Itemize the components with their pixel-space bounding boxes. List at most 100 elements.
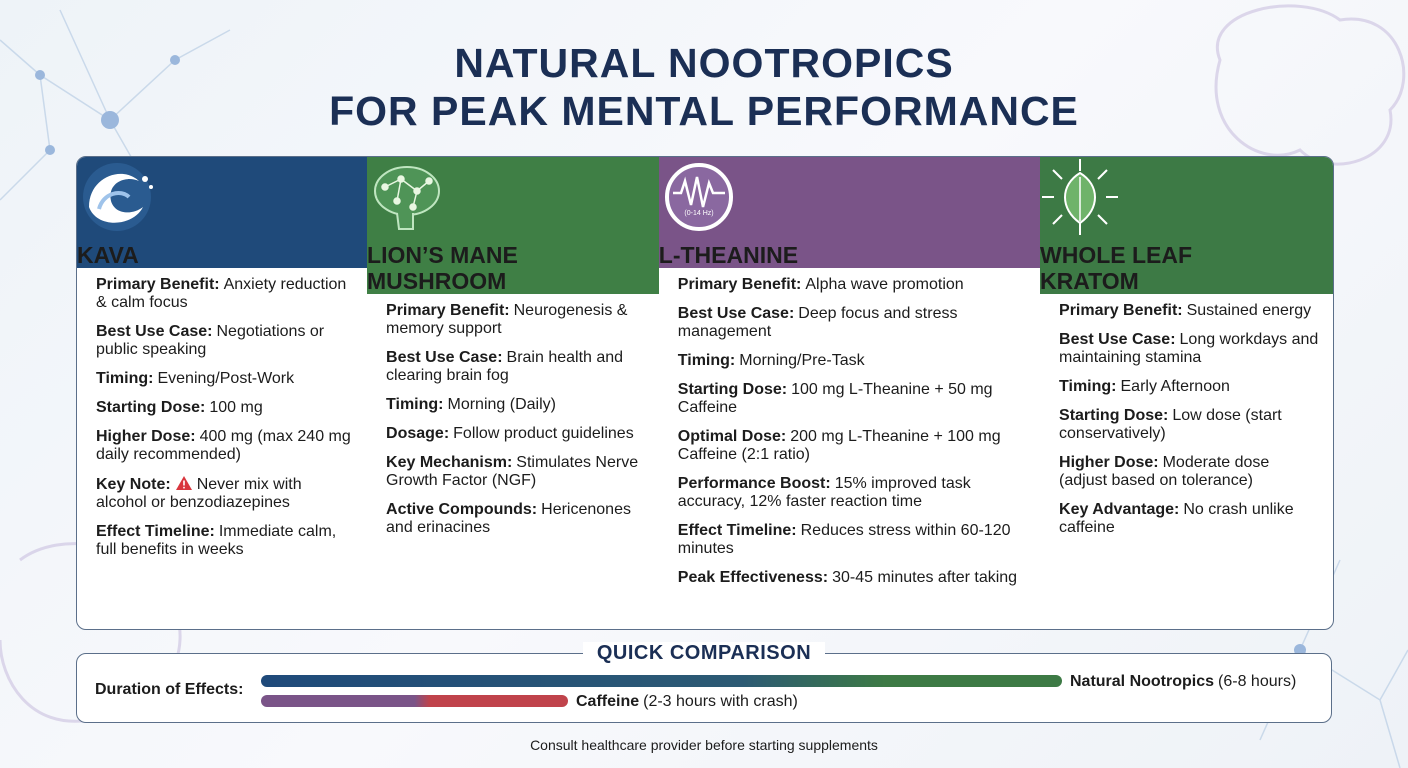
- warning-icon: [175, 476, 192, 490]
- detail-row: Timing: Morning/Pre-Task: [678, 352, 1026, 370]
- detail-row: Higher Dose: Moderate dose (adjust based …: [1059, 454, 1319, 490]
- card-body: Primary Benefit: Anxiety reduction & calm…: [77, 268, 367, 559]
- detail-row: Primary Benefit: Neurogenesis & memory su…: [386, 302, 645, 338]
- card-header: KAVA: [77, 157, 368, 268]
- title-line: NATURAL NOOTROPICS: [454, 40, 954, 86]
- card-name: L-THEANINE: [658, 242, 799, 268]
- card-header: WHOLE LEAF KRATOM: [1040, 157, 1333, 294]
- detail-row: Primary Benefit: Alpha wave promotion: [678, 276, 1026, 294]
- detail-row: Primary Benefit: Anxiety reduction & calm…: [96, 276, 353, 312]
- detail-label: Optimal Dose:: [677, 428, 787, 445]
- bar-detail: (6-8 hours): [1218, 673, 1297, 690]
- detail-text: Morning (Daily): [447, 396, 556, 413]
- detail-label: Starting Dose:: [96, 399, 206, 416]
- icon-text: (0-14 Hz): [684, 210, 713, 217]
- detail-label: Best Use Case:: [677, 305, 795, 322]
- card-icon: [83, 163, 153, 231]
- detail-row: Key Note: Never mix with alcohol or benzo…: [96, 475, 353, 512]
- duration-bar: [261, 675, 1062, 687]
- card: WHOLE LEAF KRATOM Primary Benefit: Sustain…: [1040, 157, 1333, 629]
- card-name: KAVA: [77, 242, 139, 268]
- detail-label: Primary Benefit:: [677, 276, 802, 293]
- card-name: LION’S MANE MUSHROOM: [367, 242, 518, 294]
- detail-row: Best Use Case: Long workdays and maintain…: [1059, 331, 1319, 367]
- comparison-box: QUICK COMPARISON Duration of Effects: Na…: [76, 642, 1332, 723]
- detail-text: Long workdays and maintaining stamina: [1059, 331, 1319, 366]
- comparison-title-wrap: QUICK COMPARISON: [77, 642, 1331, 665]
- detail-label: Best Use Case:: [96, 323, 213, 340]
- detail-label: Active Compounds:: [386, 501, 538, 518]
- bar-label: Caffeine (2-3 hours with crash): [576, 693, 798, 711]
- detail-text: Negotiations or public speaking: [96, 323, 325, 358]
- detail-row: Timing: Early Afternoon: [1059, 378, 1319, 396]
- detail-label: Timing:: [96, 370, 154, 387]
- detail-row: Key Mechanism: Stimulates Nerve Growth Fa…: [386, 454, 645, 490]
- card-icon: [374, 166, 441, 230]
- detail-label: Starting Dose:: [1059, 407, 1169, 424]
- detail-row: Timing: Evening/Post-Work: [96, 370, 353, 388]
- detail-label: Primary Benefit:: [386, 302, 510, 319]
- detail-row: Best Use Case: Negotiations or public spe…: [96, 323, 353, 359]
- detail-row: Primary Benefit: Sustained energy: [1059, 302, 1319, 320]
- bar-name: Natural Nootropics: [1070, 673, 1215, 690]
- comparison-title: QUICK COMPARISON: [582, 642, 826, 664]
- card-body: Primary Benefit: Alpha wave promotion Best…: [659, 268, 1040, 587]
- detail-label: Best Use Case:: [1059, 331, 1176, 348]
- detail-label: Performance Boost:: [677, 475, 831, 492]
- detail-text: 100 mg L-Theanine + 50 mg Caffeine: [677, 381, 993, 416]
- card-header: LION’S MANE MUSHROOM: [367, 157, 659, 294]
- card-body: Primary Benefit: Neurogenesis & memory su…: [367, 294, 659, 537]
- detail-text: Stimulates Nerve Growth Factor (NGF): [386, 454, 639, 489]
- footer-note: Consult healthcare provider before start…: [530, 737, 878, 753]
- detail-text: Alpha wave promotion: [805, 276, 964, 293]
- detail-text: Hericenones and erinacines: [386, 501, 631, 536]
- detail-text: Immediate calm, full benefits in weeks: [96, 523, 337, 558]
- detail-row: Best Use Case: Brain health and clearing …: [386, 349, 645, 385]
- card-icon: [1042, 159, 1119, 235]
- card: LION’S MANE MUSHROOM Primary Benefit: Neur…: [367, 157, 659, 629]
- detail-text: Brain health and clearing brain fog: [386, 349, 624, 384]
- card-header: (0-14 Hz) L-THEANINE: [658, 157, 1041, 268]
- title-line: FOR PEAK MENTAL PERFORMANCE: [329, 88, 1079, 134]
- detail-text: Morning/Pre-Task: [739, 352, 865, 369]
- bar-label: Natural Nootropics (6-8 hours): [1070, 673, 1296, 691]
- detail-row: Key Advantage: No crash unlike caffeine: [1059, 501, 1319, 537]
- detail-row: Best Use Case: Deep focus and stress mana…: [678, 305, 1026, 341]
- detail-label: Dosage:: [386, 425, 450, 442]
- detail-text: 200 mg L-Theanine + 100 mg Caffeine (2:1…: [677, 428, 1001, 463]
- detail-label: Effect Timeline:: [677, 522, 797, 539]
- bar-name: Caffeine: [576, 693, 640, 710]
- detail-label: Primary Benefit:: [96, 276, 220, 293]
- detail-label: Timing:: [677, 352, 736, 369]
- detail-label: Peak Effectiveness:: [677, 569, 829, 586]
- card-body: Primary Benefit: Sustained energy Best Use…: [1040, 294, 1333, 537]
- detail-text: Follow product guidelines: [453, 425, 634, 442]
- detail-row: Starting Dose: 100 mg: [96, 399, 353, 417]
- detail-row: Higher Dose: 400 mg (max 240 mg daily rec…: [96, 428, 353, 464]
- detail-text: 100 mg: [209, 399, 263, 416]
- detail-row: Optimal Dose: 200 mg L-Theanine + 100 mg …: [678, 428, 1026, 464]
- cards-table: KAVA Primary Benefit: Anxiety reduction & …: [76, 156, 1334, 630]
- detail-text: 30-45 minutes after taking: [832, 569, 1018, 586]
- detail-row: Peak Effectiveness: 30-45 minutes after t…: [678, 569, 1026, 587]
- detail-text: Reduces stress within 60-120 minutes: [677, 522, 1011, 557]
- card: (0-14 Hz) L-THEANINE Primary Benefit: Alpha…: [658, 157, 1041, 629]
- card-icon: (0-14 Hz): [664, 163, 733, 231]
- detail-row: Active Compounds: Hericenones and erinaci…: [386, 501, 645, 537]
- detail-text: 15% improved task accuracy, 12% faster r…: [677, 475, 971, 510]
- detail-text: 400 mg (max 240 mg daily recommended): [96, 428, 351, 463]
- detail-label: Higher Dose:: [96, 428, 196, 445]
- detail-row: Starting Dose: 100 mg L-Theanine + 50 mg …: [678, 381, 1026, 417]
- card: KAVA Primary Benefit: Anxiety reduction & …: [77, 157, 368, 629]
- detail-row: Dosage: Follow product guidelines: [386, 425, 645, 443]
- detail-text: Deep focus and stress management: [677, 305, 958, 340]
- detail-text: Sustained energy: [1186, 302, 1312, 319]
- detail-text: Anxiety reduction & calm focus: [96, 276, 347, 311]
- detail-row: Starting Dose: Low dose (start conservati…: [1059, 407, 1319, 443]
- detail-text: Early Afternoon: [1120, 378, 1230, 395]
- detail-row: Timing: Morning (Daily): [386, 396, 645, 414]
- detail-text: Low dose (start conservatively): [1059, 407, 1282, 442]
- detail-row: Effect Timeline: Reduces stress within 60…: [678, 522, 1026, 558]
- detail-text: Never mix with alcohol or benzodiazepine…: [96, 476, 302, 511]
